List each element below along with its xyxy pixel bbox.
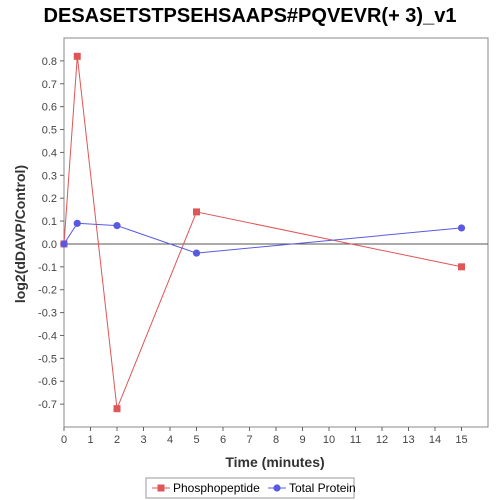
x-tick-label: 6	[220, 434, 226, 446]
x-tick-label: 13	[402, 434, 414, 446]
y-tick-label: 0.6	[42, 102, 57, 114]
x-axis-label: Time (minutes)	[225, 454, 324, 470]
data-point-phosphopeptide	[458, 263, 465, 271]
data-point-total-protein	[73, 219, 81, 227]
x-tick-label: 12	[376, 434, 388, 446]
y-tick-label: -0.1	[38, 262, 57, 274]
x-tick-label: 1	[87, 434, 93, 446]
y-tick-label: 0.3	[42, 170, 57, 182]
x-tick-label: 8	[273, 434, 279, 446]
x-tick-label: 14	[429, 434, 441, 446]
x-tick-label: 3	[140, 434, 146, 446]
legend: Phosphopeptide Total Protein	[145, 477, 356, 499]
data-point-phosphopeptide	[73, 52, 81, 60]
y-tick-label: 0.7	[42, 79, 57, 91]
y-tick-label: -0.6	[38, 376, 57, 388]
y-tick-label: 0.8	[42, 56, 57, 68]
y-tick-label: 0.2	[42, 193, 57, 205]
x-tick-label: 0	[61, 434, 67, 446]
x-tick-label: 7	[246, 434, 252, 446]
y-tick-label: -0.2	[38, 285, 57, 297]
plot-area: -0.7 -0.6 -0.5 -0.4 -0.3 -0.2 -0.1 0.0 0.1 0.2 0.3…	[38, 37, 489, 446]
data-point-phosphopeptide	[113, 405, 121, 413]
x-tick-label: 15	[455, 434, 467, 446]
legend-marker-phosphopeptide	[157, 484, 165, 492]
legend-label-total-protein: Total Protein	[289, 481, 356, 495]
y-tick-label: 0.1	[42, 216, 57, 228]
x-tick-label: 4	[167, 434, 173, 446]
y-tick-label: -0.7	[38, 399, 57, 411]
y-tick-label: 0.4	[42, 147, 57, 159]
x-tick-label: 5	[193, 434, 199, 446]
legend-box	[145, 477, 355, 499]
x-tick-label: 2	[114, 434, 120, 446]
data-point-phosphopeptide	[193, 208, 200, 216]
data-point-total-protein	[192, 249, 201, 257]
y-tick-label: -0.5	[38, 353, 57, 365]
y-tick-label: -0.3	[38, 308, 57, 320]
legend-label-phosphopeptide: Phosphopeptide	[173, 481, 260, 495]
y-tick-label: 0.0	[42, 239, 57, 251]
x-tick-label: 10	[323, 434, 335, 446]
legend-marker-total-protein	[273, 484, 281, 492]
data-point-total-protein	[457, 224, 466, 232]
x-tick-label: 9	[299, 434, 305, 446]
plot-frame	[63, 37, 489, 428]
x-tick-label: 11	[350, 434, 361, 446]
y-tick-label: -0.4	[38, 330, 57, 342]
y-axis-label: log2(dDAVP/Control)	[12, 165, 28, 303]
chart-title: DESASETSTPSEHSAAPS#PQVEVR(+ 3)_v1	[44, 5, 457, 27]
data-point-total-protein	[60, 240, 68, 248]
y-tick-label: 0.5	[42, 125, 57, 137]
data-point-total-protein	[113, 222, 121, 230]
